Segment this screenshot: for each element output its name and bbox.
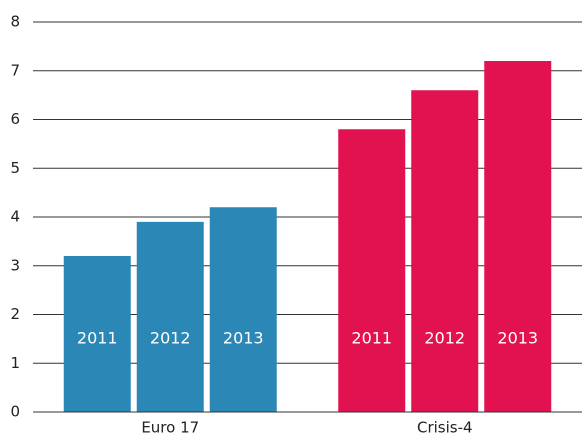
bar-label: 2011 [77,329,118,348]
y-tick-label: 5 [10,159,20,177]
y-tick-label: 7 [10,61,20,79]
bar [136,221,204,412]
x-tick-label: Crisis-4 [417,419,473,437]
y-tick-label: 3 [10,256,20,274]
bar [484,61,552,412]
x-tick-label: Euro 17 [141,419,199,437]
y-tick-label: 6 [10,110,20,128]
bar [63,256,131,412]
bar [209,207,277,412]
bar-label: 2011 [351,329,392,348]
bar [411,90,479,412]
y-tick-label: 4 [10,208,20,226]
bar-label: 2013 [223,329,264,348]
y-tick-label: 1 [10,354,20,372]
y-tick-label: 2 [10,305,20,323]
y-tick-label: 0 [10,403,20,421]
y-tick-label: 8 [10,13,20,31]
bar-label: 2012 [150,329,191,348]
bar [338,129,406,412]
bar-label: 2013 [497,329,538,348]
bar-label: 2012 [424,329,465,348]
